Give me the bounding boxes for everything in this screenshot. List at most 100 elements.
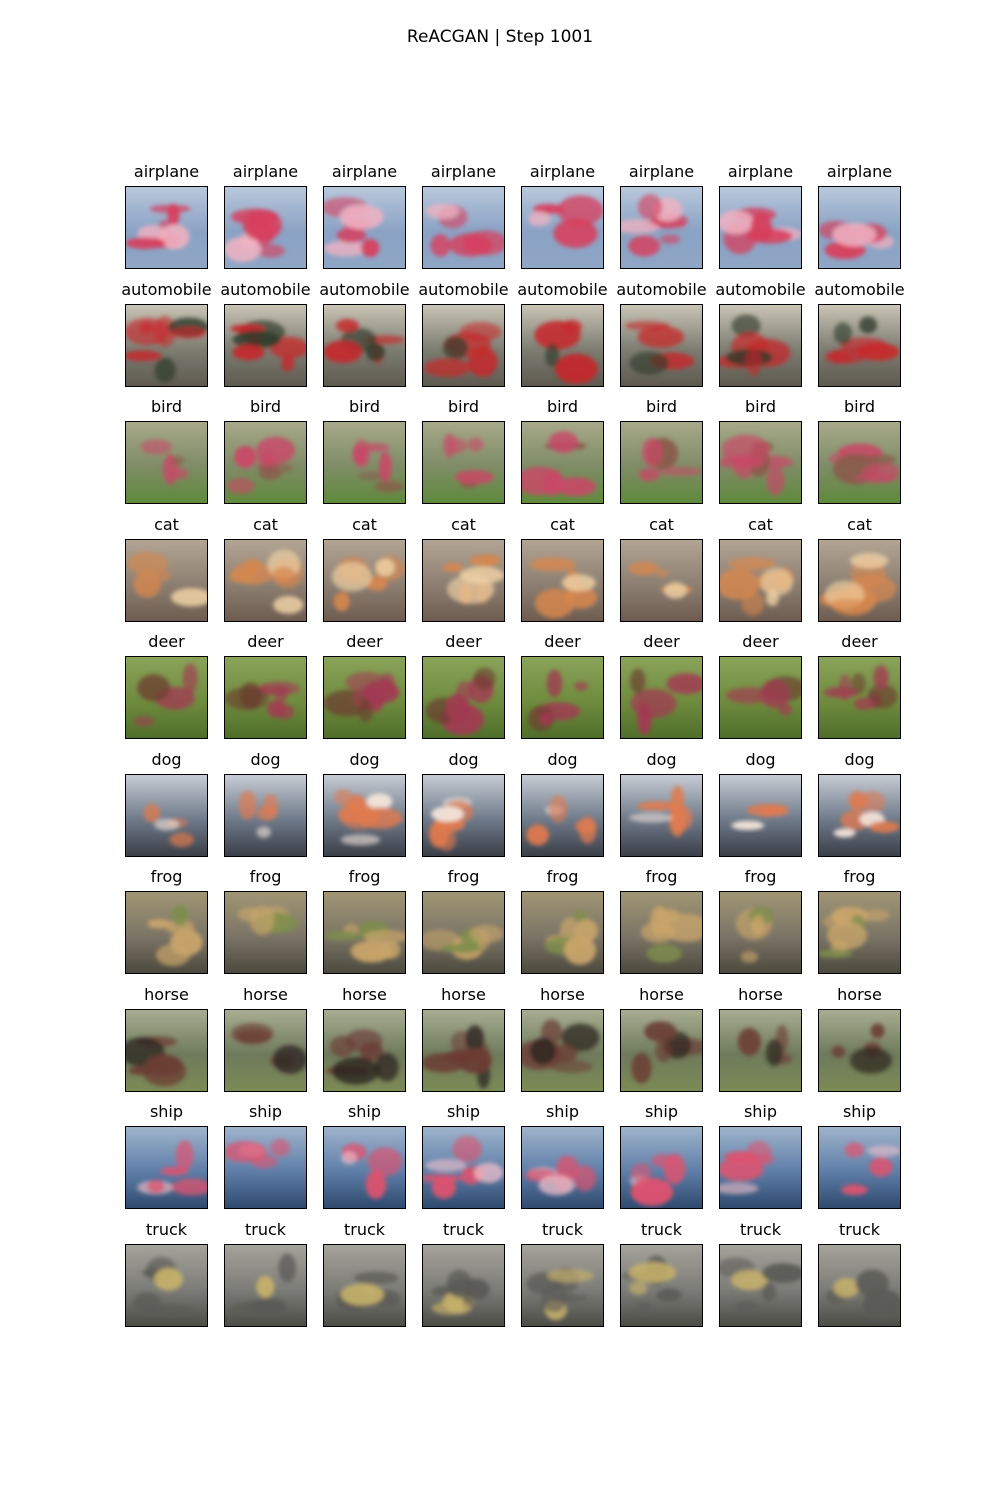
generated-sample-image (818, 656, 901, 739)
class-label: frog (150, 867, 183, 886)
generated-sample-image (224, 1244, 307, 1327)
sample-blob (459, 322, 502, 342)
generated-sample-image (422, 1009, 505, 1092)
sample-blob (721, 434, 770, 465)
generated-sample-image (422, 774, 505, 857)
sample-blob (350, 940, 393, 963)
sample-blob (225, 1141, 267, 1163)
class-label: bird (447, 397, 480, 416)
sample-blob (332, 1057, 380, 1085)
sample-blob (175, 1140, 194, 1171)
generated-sample-image (125, 186, 208, 269)
sample-blob (469, 554, 501, 567)
sample-blob (448, 233, 492, 257)
sample-blob (256, 826, 271, 838)
sample-blob (563, 935, 597, 965)
sample-blob (840, 337, 887, 353)
generated-sample-image (719, 891, 802, 974)
generated-sample-image (224, 891, 307, 974)
sample-blob (855, 1269, 889, 1297)
sample-blob (133, 571, 161, 598)
sample-blob (663, 582, 688, 599)
generated-sample-image (818, 304, 901, 387)
class-label: automobile (517, 280, 608, 299)
generated-sample-image (224, 304, 307, 387)
class-label: cat (352, 515, 377, 534)
sample-blob (447, 574, 495, 604)
generated-sample-image (521, 186, 604, 269)
generated-sample-image (818, 539, 901, 622)
sample-blob (546, 669, 563, 698)
sample-blob (731, 1269, 768, 1291)
class-label: horse (243, 985, 288, 1004)
sample-blob (572, 911, 588, 921)
sample-blob (530, 1037, 556, 1065)
generated-sample-image (422, 1126, 505, 1209)
sample-blob (762, 1263, 801, 1283)
sample-blob (263, 793, 279, 816)
class-label: horse (144, 985, 189, 1004)
generated-sample-image (125, 1126, 208, 1209)
sample-blob (728, 557, 776, 570)
class-label: frog (744, 867, 777, 886)
sample-blob (171, 1178, 207, 1196)
class-label: deer (247, 632, 284, 651)
sample-blob (425, 1159, 467, 1172)
sample-blob (573, 1165, 597, 1192)
sample-blob (867, 454, 897, 465)
sample-blob (170, 588, 207, 607)
generated-sample-image (818, 421, 901, 504)
class-label: cat (550, 515, 575, 534)
class-label: ship (743, 1102, 778, 1121)
class-label: ship (347, 1102, 382, 1121)
class-label: airplane (232, 162, 299, 181)
class-label: deer (643, 632, 680, 651)
sample-blob (545, 343, 560, 368)
sample-blob (335, 319, 359, 333)
generated-sample-image (719, 186, 802, 269)
class-label: ship (545, 1102, 580, 1121)
generated-sample-image (620, 1244, 703, 1327)
sample-blob (465, 1025, 485, 1052)
generated-sample-image (422, 539, 505, 622)
generated-sample-image (125, 656, 208, 739)
sample-blob (735, 1300, 758, 1312)
sample-blob (270, 1138, 290, 1157)
generated-sample-image (323, 1244, 406, 1327)
sample-blob (831, 1045, 846, 1058)
sample-blob (819, 949, 853, 958)
sample-blob (859, 316, 878, 334)
sample-blob (272, 1045, 306, 1074)
class-label: truck (145, 1220, 188, 1239)
sample-blob (339, 204, 384, 230)
sample-blob (236, 1029, 271, 1044)
sample-blob (841, 1184, 868, 1196)
sample-blob (630, 688, 677, 718)
class-label: dog (448, 750, 479, 769)
class-label: ship (842, 1102, 877, 1121)
sample-blob (630, 668, 646, 694)
generated-sample-image (719, 421, 802, 504)
sample-blob (746, 803, 787, 817)
class-label: frog (546, 867, 579, 886)
sample-blob (833, 1277, 860, 1298)
sample-blob (548, 431, 579, 453)
class-label: deer (445, 632, 482, 651)
sample-blob (423, 358, 472, 378)
class-label: airplane (133, 162, 200, 181)
generated-sample-image (323, 304, 406, 387)
sample-blob (574, 919, 598, 943)
generated-sample-image (818, 1244, 901, 1327)
sample-blob (379, 673, 395, 694)
class-label: cat (154, 515, 179, 534)
class-label: horse (639, 985, 684, 1004)
class-label: horse (837, 985, 882, 1004)
class-label: bird (744, 397, 777, 416)
generated-sample-image (620, 774, 703, 857)
sample-blob (353, 439, 371, 468)
class-label: automobile (715, 280, 806, 299)
generated-sample-image (224, 1126, 307, 1209)
generated-sample-image (818, 891, 901, 974)
class-label: frog (348, 867, 381, 886)
sample-blob (740, 951, 758, 963)
